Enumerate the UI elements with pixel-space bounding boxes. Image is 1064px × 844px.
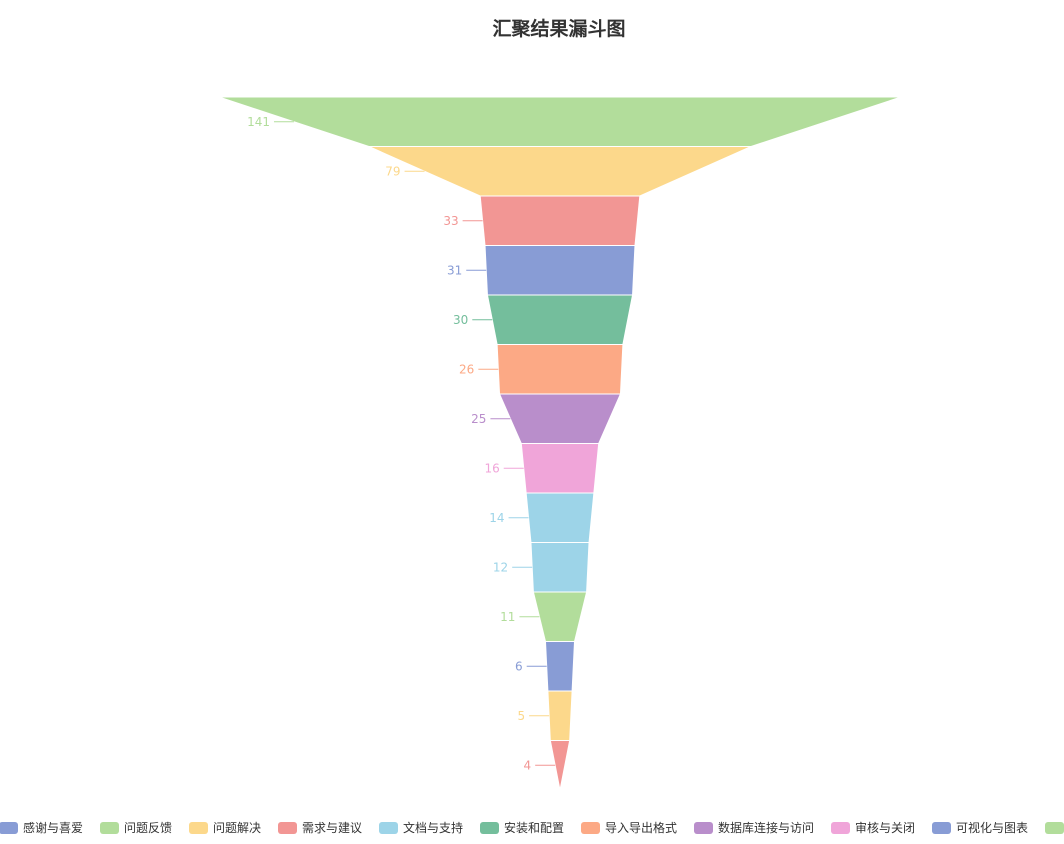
legend-label: 审核与关闭: [855, 820, 915, 835]
legend-item[interactable]: 感谢与喜爱: [0, 820, 83, 835]
chart-title: 汇聚结果漏斗图: [492, 18, 626, 40]
legend-swatch: [1045, 822, 1064, 834]
legend-swatch: [480, 822, 499, 834]
legend-label: 需求与建议: [302, 821, 362, 835]
legend-item[interactable]: 可视化与图表: [932, 820, 1028, 835]
legend-label: 安装和配置: [504, 820, 564, 835]
value-label: 11: [500, 610, 515, 624]
funnel-segment[interactable]: [520, 443, 600, 494]
legend-swatch: [189, 822, 208, 834]
value-label: 31: [447, 263, 462, 277]
value-label: 30: [453, 313, 468, 327]
funnel-segment[interactable]: [496, 344, 624, 395]
value-label: 16: [484, 461, 499, 475]
value-label: 141: [247, 115, 270, 129]
funnel-segment[interactable]: [486, 294, 634, 345]
value-label: 5: [517, 709, 525, 723]
value-label: 26: [459, 362, 474, 376]
funnel-segment[interactable]: [544, 641, 576, 692]
legend-swatch: [0, 822, 18, 834]
funnel-segment[interactable]: [547, 690, 573, 741]
legend-label: 数据库连接与访问: [718, 820, 814, 835]
value-label: 6: [515, 659, 523, 673]
funnel-segment[interactable]: [525, 492, 595, 543]
legend-item[interactable]: 安装和配置: [480, 820, 564, 835]
legend-swatch: [932, 822, 951, 834]
legend-swatch: [581, 822, 600, 834]
value-label: 4: [524, 758, 532, 772]
funnel-segment[interactable]: [218, 96, 902, 147]
funnel-segment[interactable]: [530, 542, 590, 593]
funnel-segment[interactable]: [479, 195, 641, 246]
funnel-segment[interactable]: [498, 393, 622, 444]
legend-swatch: [379, 822, 398, 834]
legend-item[interactable]: 导入导出格式: [581, 820, 677, 835]
legend-swatch: [694, 822, 713, 834]
legend-label: 问题反馈: [124, 821, 172, 835]
value-label: 33: [443, 214, 458, 228]
value-label: 12: [493, 560, 508, 574]
legend-item[interactable]: 问题解决: [189, 821, 261, 835]
legend-item[interactable]: 需求与建议: [278, 821, 362, 835]
legend-item[interactable]: 问题反馈: [100, 821, 172, 835]
legend-label: 文档与支持: [403, 820, 463, 835]
legend-item[interactable]: [1045, 822, 1064, 834]
value-label: 79: [385, 164, 400, 178]
legend-label: 可视化与图表: [956, 820, 1028, 835]
legend-swatch: [100, 822, 119, 834]
funnel-segment[interactable]: [368, 146, 752, 197]
legend-swatch: [278, 822, 297, 834]
value-label: 25: [471, 412, 486, 426]
funnel-segment[interactable]: [484, 245, 636, 296]
value-label: 14: [489, 511, 504, 525]
legend-item[interactable]: 数据库连接与访问: [694, 820, 814, 835]
legend-swatch: [831, 822, 850, 834]
legend-item[interactable]: 审核与关闭: [831, 820, 915, 835]
legend-label: 导入导出格式: [605, 820, 677, 835]
legend-item[interactable]: 文档与支持: [379, 820, 463, 835]
legend-label: 问题解决: [213, 821, 261, 835]
legend-label: 感谢与喜爱: [23, 820, 83, 835]
funnel-segment[interactable]: [532, 591, 588, 642]
